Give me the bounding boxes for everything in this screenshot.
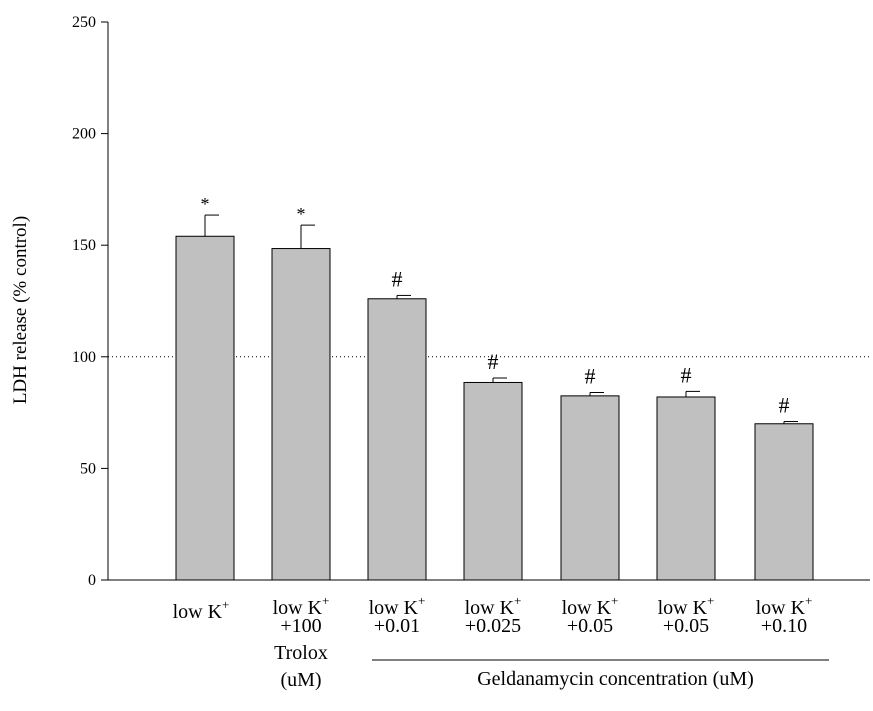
y-tick-label: 200: [72, 126, 96, 143]
significance-marker: *: [201, 194, 210, 214]
category-label-line: +0.01: [374, 615, 420, 637]
category-label: low K+ +0.05: [658, 593, 715, 637]
category-label-line: (uM): [280, 669, 321, 691]
category-label-superscript: +: [805, 593, 812, 608]
category-label-line: low K: [465, 597, 515, 619]
category-label-superscript: +: [707, 593, 714, 608]
y-tick-label: 150: [72, 237, 96, 254]
category-label-line: low K: [756, 597, 806, 619]
significance-marker: #: [585, 364, 596, 389]
category-label: low K+ +0.05: [562, 593, 619, 637]
y-ticks-layer: 0 50 100 150 200 250: [72, 14, 108, 589]
y-tick-label: 50: [80, 460, 96, 477]
category-label: low K+ +0.01: [369, 593, 426, 637]
group-annotation-label: Geldanamycin concentration (uM): [477, 668, 754, 690]
bars-layer: * * # # # # #: [175, 194, 814, 581]
significance-marker: #: [392, 266, 403, 291]
category-label: low K+ +0.10: [756, 593, 813, 637]
significance-marker: #: [488, 349, 499, 374]
category-label-superscript: +: [514, 593, 521, 608]
bar: [463, 381, 523, 581]
category-label-line: +0.10: [761, 615, 807, 637]
bar: [656, 396, 716, 581]
category-label: low K+ +0.025: [465, 593, 522, 637]
bar: [271, 248, 331, 581]
category-label: low K+: [173, 597, 230, 623]
category-labels-layer: low K+ low K+ +100 Trolox (uM)low K+ +0.01low…: [173, 593, 813, 691]
category-label-line: +0.05: [663, 615, 709, 637]
category-label-superscript: +: [418, 593, 425, 608]
bar: [367, 298, 427, 581]
category-label-superscript: +: [322, 593, 329, 608]
bar: [560, 395, 620, 581]
category-label-superscript: +: [611, 593, 618, 608]
group-annotation: Geldanamycin concentration (uM): [372, 659, 829, 690]
y-axis-title: LDH release (% control): [10, 216, 31, 404]
category-label-line: +0.05: [567, 615, 613, 637]
category-label-line: +0.025: [465, 615, 521, 637]
category-label-superscript: +: [222, 597, 229, 612]
category-label-line: low K: [658, 597, 708, 619]
bar: [754, 423, 814, 581]
significance-marker: #: [681, 362, 692, 387]
significance-marker: *: [297, 204, 306, 224]
category-label: low K+ +100 Trolox (uM): [273, 593, 330, 691]
significance-marker: #: [779, 393, 790, 418]
category-label-line: low K: [173, 601, 223, 623]
y-tick-label: 0: [88, 572, 96, 589]
category-label-line: +100: [280, 615, 321, 637]
category-label-line: low K: [562, 597, 612, 619]
axes-layer: [107, 22, 870, 581]
y-tick-label: 100: [72, 349, 96, 366]
category-label-line: low K: [369, 597, 419, 619]
y-tick-label: 250: [72, 14, 96, 31]
bar: [175, 235, 235, 581]
category-label-line: Trolox: [274, 642, 328, 664]
category-label-line: low K: [273, 597, 323, 619]
